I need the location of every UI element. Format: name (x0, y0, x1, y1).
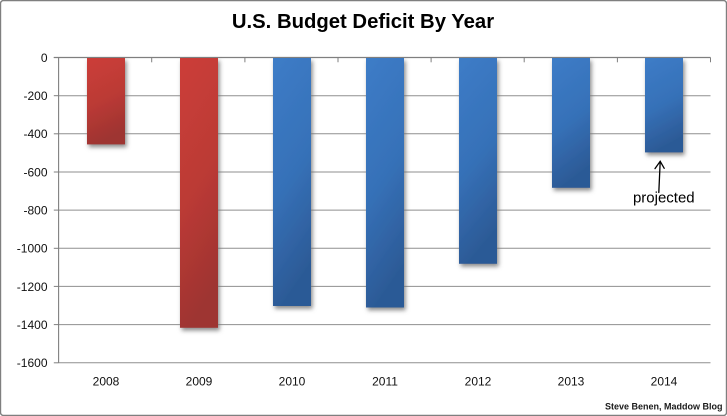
svg-text:-1600: -1600 (17, 356, 48, 370)
svg-text:U.S. Budget Deficit By Year: U.S. Budget Deficit By Year (232, 11, 494, 33)
svg-text:-800: -800 (23, 204, 47, 218)
svg-text:2009: 2009 (186, 375, 213, 389)
svg-text:2010: 2010 (279, 375, 306, 389)
svg-text:projected: projected (633, 190, 695, 207)
svg-text:-1000: -1000 (17, 242, 48, 256)
svg-text:-1200: -1200 (17, 280, 48, 294)
svg-text:2011: 2011 (372, 375, 398, 389)
svg-text:Steve Benen, Maddow Blog: Steve Benen, Maddow Blog (605, 402, 723, 412)
svg-text:2012: 2012 (465, 375, 492, 389)
svg-text:2014: 2014 (651, 375, 678, 389)
svg-text:2008: 2008 (93, 375, 120, 389)
svg-text:-200: -200 (23, 89, 47, 103)
svg-text:0: 0 (41, 51, 48, 65)
svg-text:2013: 2013 (558, 375, 585, 389)
svg-text:-600: -600 (23, 165, 47, 179)
svg-text:-1400: -1400 (17, 318, 48, 332)
svg-text:-400: -400 (23, 127, 47, 141)
